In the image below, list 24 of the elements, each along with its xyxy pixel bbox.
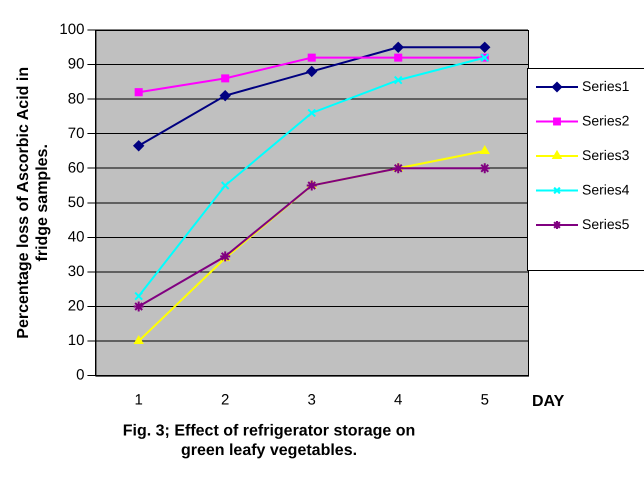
y-axis-title: Percentage loss of Ascorbic Acid in fridge samples. (15, 66, 52, 339)
y-tick-label: 30 (68, 263, 84, 280)
legend-label: Series4 (582, 181, 630, 198)
y-tick-label: 100 (59, 21, 84, 38)
y-tick-label: 70 (68, 124, 84, 142)
y-tick-label: 80 (68, 90, 84, 108)
x-axis-title: DAY (532, 393, 565, 410)
y-tick-label: 10 (68, 332, 84, 350)
y-tick-label: 40 (68, 228, 84, 246)
y-tick-label: 60 (68, 159, 84, 176)
legend-label: Series2 (582, 112, 630, 128)
x-tick-label: 1 (134, 392, 143, 409)
x-tick-label: 5 (480, 392, 489, 409)
y-tick-label: 90 (68, 56, 84, 73)
x-tick-label: 4 (394, 392, 402, 409)
y-tick-label: 0 (76, 366, 84, 384)
y-tick-label: 50 (68, 194, 84, 211)
legend-label: Series5 (582, 216, 630, 232)
text: Fig. 3; Effect of refrigerator storage on green leafy vegetables. (122, 422, 416, 459)
legend-label: Series1 (582, 78, 630, 94)
x-tick-label: 2 (221, 392, 230, 409)
y-tick-label: 20 (68, 298, 84, 315)
x-tick-label: 3 (308, 392, 316, 409)
legend-label: Series3 (582, 146, 630, 163)
